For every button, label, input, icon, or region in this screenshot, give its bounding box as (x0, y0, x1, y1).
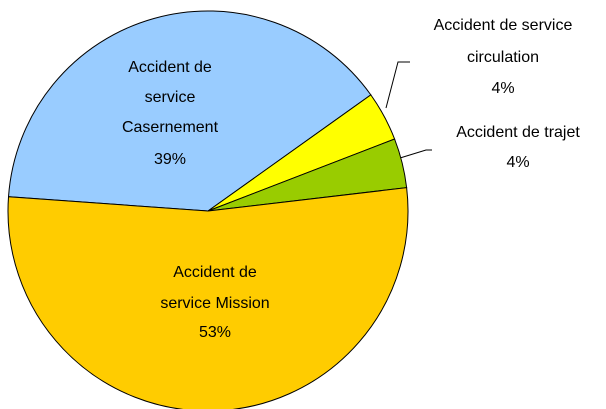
pie-slice (7, 10, 372, 212)
leader-line (399, 149, 432, 159)
slice-label: Accident de service Mission (160, 264, 270, 312)
slice-label: Accident de trajet (456, 124, 580, 141)
slice-label: Accident de service circulation (433, 17, 573, 66)
slice-percent: 39% (153, 151, 187, 168)
slice-percent: 4% (506, 154, 530, 171)
slice-label: Accident de service Casernement (121, 59, 219, 136)
leader-line (385, 61, 410, 109)
slice-percent: 4% (491, 80, 515, 97)
pie-slice (7, 187, 409, 409)
slice-percent: 53% (198, 324, 232, 341)
